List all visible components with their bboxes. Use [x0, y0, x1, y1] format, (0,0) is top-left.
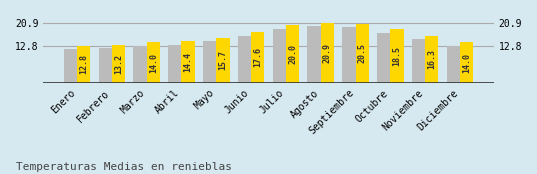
Bar: [273, 29, 286, 83]
Text: 14.0: 14.0: [462, 53, 471, 73]
Bar: [134, 46, 147, 83]
Text: 15.7: 15.7: [219, 50, 227, 70]
Bar: [216, 38, 229, 83]
Bar: [99, 48, 112, 83]
Bar: [321, 22, 334, 83]
Text: 14.0: 14.0: [149, 53, 158, 73]
Text: 18.5: 18.5: [393, 46, 402, 66]
Bar: [182, 41, 195, 83]
Bar: [168, 45, 182, 83]
Bar: [412, 39, 425, 83]
Bar: [147, 42, 160, 83]
Bar: [64, 49, 77, 83]
Bar: [308, 26, 321, 83]
Text: 17.6: 17.6: [253, 48, 262, 68]
Text: 20.0: 20.0: [288, 44, 297, 64]
Bar: [460, 42, 473, 83]
Bar: [251, 32, 264, 83]
Text: Temperaturas Medias en renieblas: Temperaturas Medias en renieblas: [16, 162, 232, 172]
Bar: [377, 33, 390, 83]
Bar: [112, 45, 125, 83]
Bar: [203, 41, 216, 83]
Text: 20.9: 20.9: [323, 43, 332, 63]
Bar: [286, 25, 299, 83]
Bar: [447, 46, 460, 83]
Bar: [77, 46, 90, 83]
Text: 14.4: 14.4: [184, 52, 193, 72]
Bar: [238, 35, 251, 83]
Bar: [390, 29, 403, 83]
Bar: [355, 24, 369, 83]
Text: 20.5: 20.5: [358, 43, 367, 63]
Bar: [342, 27, 355, 83]
Text: 16.3: 16.3: [427, 49, 436, 69]
Text: 12.8: 12.8: [79, 54, 88, 74]
Bar: [425, 36, 438, 83]
Text: 13.2: 13.2: [114, 54, 123, 74]
